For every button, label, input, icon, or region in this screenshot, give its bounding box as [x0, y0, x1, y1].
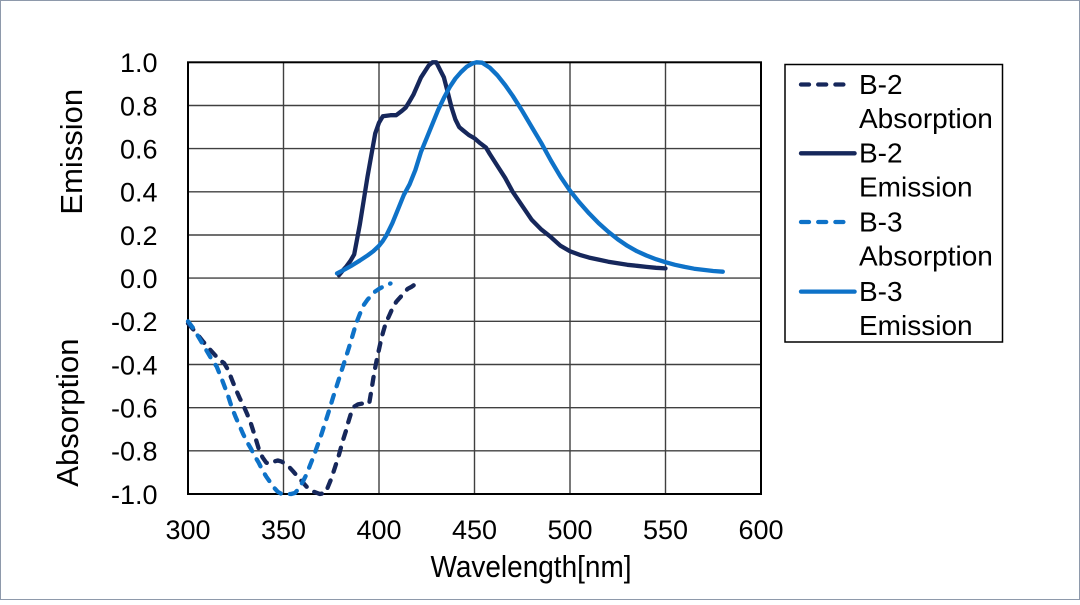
svg-text:Emission: Emission	[859, 310, 973, 341]
svg-text:Wavelength[nm]: Wavelength[nm]	[431, 549, 632, 584]
svg-text:-1.0: -1.0	[111, 480, 158, 510]
svg-text:-0.4: -0.4	[111, 350, 158, 380]
svg-text:350: 350	[261, 515, 306, 545]
svg-text:B-3: B-3	[859, 276, 903, 307]
svg-text:Absorption: Absorption	[859, 103, 993, 134]
svg-text:0.2: 0.2	[120, 221, 158, 251]
svg-text:B-2: B-2	[859, 69, 903, 100]
svg-text:600: 600	[738, 515, 783, 545]
svg-text:B-3: B-3	[859, 206, 903, 237]
svg-text:1.0: 1.0	[120, 48, 158, 78]
svg-text:-0.8: -0.8	[111, 437, 158, 467]
svg-text:0.4: 0.4	[120, 178, 158, 208]
svg-text:B-2: B-2	[859, 138, 903, 169]
svg-text:-0.6: -0.6	[111, 394, 158, 424]
svg-text:300: 300	[165, 515, 210, 545]
svg-text:0.6: 0.6	[120, 134, 158, 164]
svg-text:0.0: 0.0	[120, 264, 158, 294]
svg-text:0.8: 0.8	[120, 91, 158, 121]
svg-text:Emission: Emission	[859, 172, 973, 203]
svg-text:Emission: Emission	[54, 89, 89, 215]
svg-text:Absorption: Absorption	[859, 240, 993, 271]
svg-text:450: 450	[452, 515, 497, 545]
svg-text:Absorption: Absorption	[50, 338, 85, 486]
svg-text:550: 550	[643, 515, 688, 545]
svg-text:500: 500	[547, 515, 592, 545]
svg-text:-0.2: -0.2	[111, 307, 158, 337]
svg-text:400: 400	[356, 515, 401, 545]
